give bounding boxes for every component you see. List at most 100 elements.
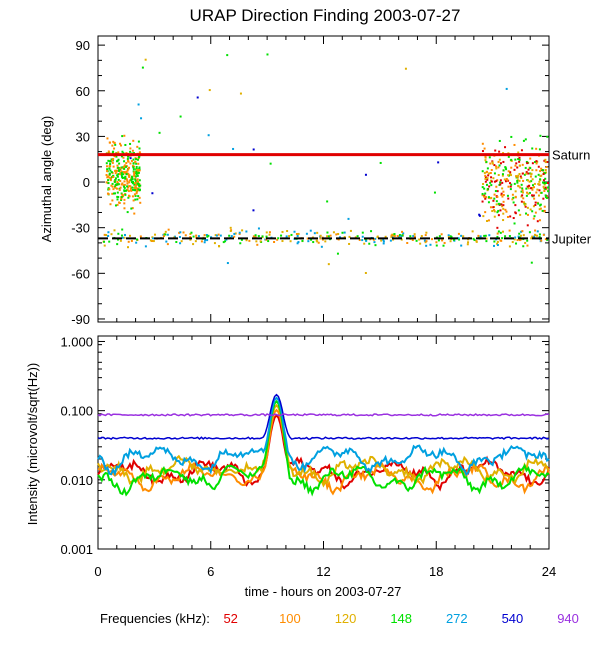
- angle-point: [475, 240, 478, 243]
- angle-point: [538, 236, 541, 239]
- angle-point: [515, 242, 518, 245]
- intensity-series-120: [97, 403, 550, 488]
- angle-point: [545, 182, 548, 185]
- angle-point: [525, 171, 528, 174]
- angle-point: [526, 191, 529, 194]
- angle-point: [135, 172, 138, 175]
- angle-point: [538, 233, 541, 236]
- angle-point: [295, 233, 298, 236]
- angle-point: [487, 201, 490, 204]
- angle-point: [488, 172, 491, 175]
- angle-point: [207, 234, 210, 237]
- angle-point: [137, 171, 140, 174]
- angle-point: [128, 166, 131, 169]
- angle-outlier-point: [208, 89, 211, 92]
- angle-point: [518, 164, 521, 167]
- angle-point: [135, 165, 138, 168]
- angle-point: [498, 158, 501, 161]
- angle-point: [123, 202, 126, 205]
- angle-point: [178, 231, 181, 234]
- angle-point: [124, 143, 127, 146]
- angle-point: [110, 171, 113, 174]
- intensity-series-148: [97, 399, 550, 497]
- angle-point: [544, 238, 547, 241]
- angle-point: [132, 162, 135, 165]
- angle-point: [538, 219, 541, 222]
- angle-point: [482, 183, 485, 186]
- angle-point: [137, 157, 140, 160]
- angle-point: [109, 179, 112, 182]
- angle-point: [268, 231, 271, 234]
- x-tick-label: 0: [94, 564, 101, 579]
- angle-point: [514, 236, 517, 239]
- angle-point: [423, 239, 426, 242]
- angle-outlier-point: [140, 117, 143, 120]
- angle-point: [481, 194, 484, 197]
- angle-point: [392, 238, 395, 241]
- angle-point: [107, 175, 110, 178]
- angle-point: [137, 140, 140, 143]
- angle-point: [424, 234, 427, 237]
- angle-point: [514, 164, 517, 167]
- angle-point: [108, 176, 111, 179]
- angle-point: [356, 235, 359, 238]
- legend-item-52: 52: [223, 611, 238, 626]
- angle-point: [214, 234, 217, 237]
- angle-point: [472, 237, 475, 240]
- angle-point: [530, 187, 533, 190]
- angle-point: [288, 235, 291, 238]
- angle-point: [491, 162, 494, 165]
- angle-point: [327, 235, 330, 238]
- angle-point: [538, 148, 541, 151]
- intensity-panel: 1.000 0.100 0.010 0.001: [60, 334, 550, 557]
- angle-point: [512, 217, 515, 220]
- angle-point: [535, 169, 538, 172]
- angle-point: [103, 244, 106, 247]
- angle-point: [134, 198, 137, 201]
- angle-point: [123, 180, 126, 183]
- angle-point: [537, 194, 540, 197]
- angle-point: [120, 199, 123, 202]
- angle-point: [131, 178, 134, 181]
- angle-point: [513, 143, 516, 146]
- angle-point: [133, 187, 136, 190]
- angle-point: [218, 245, 221, 248]
- angle-point: [435, 241, 438, 244]
- angle-point: [107, 179, 110, 182]
- angle-point: [114, 169, 117, 172]
- angle-point: [117, 183, 120, 186]
- angle-point: [245, 239, 248, 242]
- angle-point: [124, 175, 127, 178]
- angle-panel: 90 60 30 0 -30 -60 -90 Saturn Jupiter: [71, 38, 591, 327]
- angle-point: [296, 235, 299, 238]
- angle-point: [491, 210, 494, 213]
- chart-title: URAP Direction Finding 2003-07-27: [190, 6, 461, 25]
- angle-point: [424, 241, 427, 244]
- angle-point: [131, 149, 134, 152]
- angle-point: [497, 230, 500, 233]
- angle-point: [442, 244, 445, 247]
- angle-point: [413, 233, 416, 236]
- angle-outlier-point: [523, 204, 526, 207]
- angle-point: [516, 179, 519, 182]
- angle-point: [152, 237, 155, 240]
- angle-point: [516, 166, 519, 169]
- angle-point: [531, 162, 534, 165]
- angle-point: [373, 241, 376, 244]
- angle-point: [132, 180, 135, 183]
- angle-point: [481, 200, 484, 203]
- angle-point: [534, 233, 537, 236]
- angle-point: [131, 182, 134, 185]
- intensity-tick-label: 0.010: [60, 473, 93, 488]
- angle-point: [123, 183, 126, 186]
- angle-point: [502, 204, 505, 207]
- angle-point: [531, 187, 534, 190]
- angle-point: [497, 160, 500, 163]
- angle-point: [321, 238, 324, 241]
- angle-point: [466, 243, 469, 246]
- angle-point: [500, 203, 503, 206]
- angle-point: [397, 235, 400, 238]
- angle-point: [510, 166, 513, 169]
- angle-point: [133, 171, 136, 174]
- angle-point: [390, 236, 393, 239]
